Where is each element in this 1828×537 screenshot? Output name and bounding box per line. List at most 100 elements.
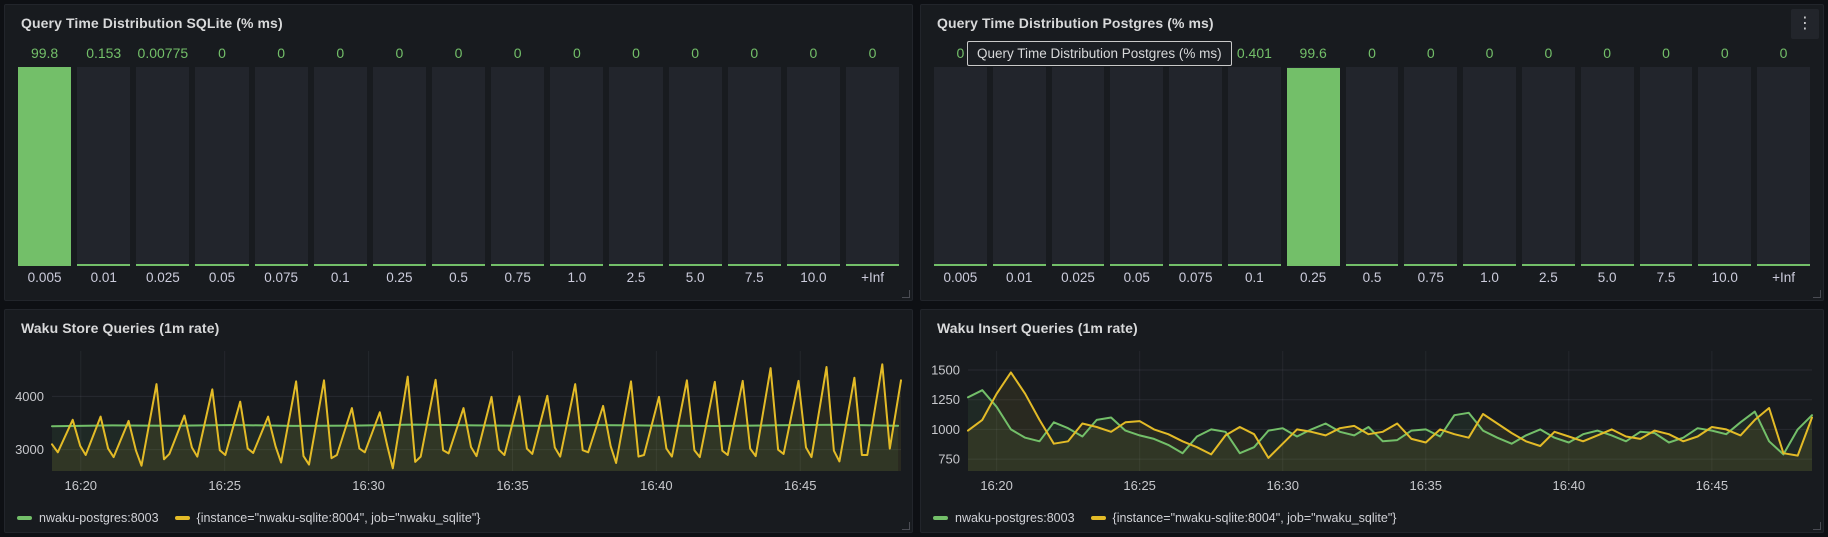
bar-chart: 99.8 0.005 0.153 0.01 0.00775 0.025 0 0.05 0 0.07…	[15, 43, 902, 288]
bar-value-label: 0	[1544, 45, 1553, 61]
panel-resize-handle[interactable]	[902, 522, 910, 530]
bar[interactable]	[1580, 67, 1634, 266]
x-axis-tick-label: 16:40	[640, 478, 673, 493]
x-axis-tick-label: 16:30	[352, 478, 385, 493]
bar-column: 0.401 0.1	[1225, 43, 1284, 288]
bar[interactable]	[668, 67, 722, 266]
bar-value-label: 0	[1368, 45, 1376, 61]
legend-label: {instance="nwaku-sqlite:8004", job="nwak…	[1112, 511, 1397, 525]
x-axis-tick-label: 16:25	[208, 478, 241, 493]
timeseries-plot[interactable]: 750 1000 1250 1500 16:20 16:25 16:30 16:35 16:40…	[922, 310, 1824, 532]
bar[interactable]	[727, 67, 781, 266]
bar-column: 0 0.5	[429, 43, 488, 288]
bar[interactable]	[77, 67, 131, 266]
legend-label: nwaku-postgres:8003	[39, 511, 159, 525]
bar-column: 99.6 0.25	[1284, 43, 1343, 288]
bar[interactable]	[934, 67, 987, 266]
bar-value-label: 0	[336, 45, 345, 61]
panel-title[interactable]: Waku Insert Queries (1m rate)	[937, 320, 1138, 336]
bucket-label: 0.025	[1061, 270, 1095, 285]
kebab-menu-icon[interactable]: ⋮	[1791, 9, 1819, 39]
bar-column: 99.8 0.005	[15, 43, 74, 288]
y-axis-tick-label: 4000	[15, 389, 44, 404]
legend-item[interactable]: nwaku-postgres:8003	[933, 511, 1075, 525]
bar[interactable]	[136, 67, 190, 266]
bar[interactable]	[1110, 67, 1164, 266]
bar[interactable]	[786, 67, 840, 266]
timeseries-plot[interactable]: 3000 4000 16:20 16:25 16:30 16:35 16:40 16:45	[6, 310, 913, 532]
y-axis-tick-label: 750	[938, 452, 960, 467]
panel-resize-handle[interactable]	[1813, 290, 1821, 298]
bar-column: 0.00775 0.025	[133, 43, 192, 288]
panel-title[interactable]: Query Time Distribution Postgres (% ms)	[937, 15, 1214, 31]
bar[interactable]	[1051, 67, 1105, 266]
bucket-label: 0.01	[90, 270, 117, 285]
y-axis-tick-label: 1250	[931, 392, 960, 407]
bar[interactable]	[1463, 67, 1516, 266]
bar-column: 0 5.0	[1578, 43, 1637, 288]
legend-swatch-icon	[1090, 516, 1106, 520]
legend-swatch-icon	[17, 516, 32, 520]
bar[interactable]	[992, 67, 1046, 266]
bucket-label: 0.075	[1178, 270, 1213, 285]
bar-column: 0 0.075	[252, 43, 311, 288]
legend-item[interactable]: nwaku-postgres:8003	[17, 511, 159, 525]
bar[interactable]	[431, 67, 486, 266]
x-axis-tick-label: 16:30	[1266, 478, 1299, 493]
bucket-label: 7.5	[1656, 270, 1676, 285]
bar[interactable]	[195, 67, 249, 266]
bucket-label: 0.005	[943, 270, 978, 285]
bar[interactable]	[18, 67, 72, 266]
bar-value-label: 0	[1426, 45, 1435, 61]
panel-title[interactable]: Query Time Distribution SQLite (% ms)	[21, 15, 283, 31]
bar[interactable]	[845, 67, 900, 266]
bar[interactable]	[372, 67, 426, 266]
bar[interactable]	[1757, 67, 1810, 266]
bar[interactable]	[1404, 67, 1458, 266]
bar[interactable]	[1169, 67, 1222, 266]
bar-column: 0 2.5	[606, 43, 665, 288]
bar-value-label: 0.00775	[137, 45, 189, 61]
legend-item[interactable]: {instance="nwaku-sqlite:8004", job="nwak…	[1090, 511, 1397, 525]
bar[interactable]	[1521, 67, 1575, 266]
bar[interactable]	[550, 67, 604, 266]
bar-column: 0 0.75	[1401, 43, 1460, 288]
bar-column: 0 5.0	[666, 43, 725, 288]
bar[interactable]	[1286, 67, 1340, 266]
bar[interactable]	[313, 67, 367, 266]
bar[interactable]	[254, 67, 308, 266]
bar[interactable]	[1698, 67, 1752, 266]
bar-column: 00.01	[990, 43, 1049, 288]
bucket-label: 0.05	[1123, 270, 1150, 285]
bar[interactable]	[609, 67, 663, 266]
bar[interactable]	[491, 67, 545, 266]
bucket-label: 0.5	[1362, 270, 1382, 285]
bucket-label: 0.1	[330, 270, 350, 285]
panel-resize-handle[interactable]	[1813, 522, 1821, 530]
bucket-label: 0.025	[145, 270, 180, 285]
legend-item[interactable]: {instance="nwaku-sqlite:8004", job="nwak…	[174, 511, 481, 525]
y-axis-tick-label: 1500	[931, 363, 960, 378]
bar-value-label: 0.153	[86, 45, 122, 61]
legend-label: {instance="nwaku-sqlite:8004", job="nwak…	[196, 511, 481, 525]
x-axis-tick-label: 16:35	[1409, 478, 1442, 493]
bar-value-label: 0	[572, 45, 581, 61]
x-axis-tick-label: 16:35	[496, 478, 529, 493]
x-axis-tick-label: 16:45	[1696, 478, 1729, 493]
bar-column: 0 1.0	[1460, 43, 1519, 288]
bar[interactable]	[1227, 67, 1281, 266]
bar-column: 0 2.5	[1519, 43, 1578, 288]
bucket-label: 1.0	[1480, 270, 1499, 285]
bucket-label: 0.25	[1300, 270, 1327, 285]
bar-value-label: 0	[1603, 45, 1612, 61]
bar-column: 0 1.0	[547, 43, 606, 288]
bar[interactable]	[1345, 67, 1399, 266]
panel-title[interactable]: Waku Store Queries (1m rate)	[21, 320, 220, 336]
bar-value-label: 99.8	[30, 45, 59, 61]
bar-column: 0 7.5	[725, 43, 784, 288]
panel-resize-handle[interactable]	[902, 290, 910, 298]
bar[interactable]	[1639, 67, 1693, 266]
bar-value-label: 0	[1720, 45, 1729, 61]
bar-column: 0.153 0.01	[74, 43, 133, 288]
bar-value-label: 0	[1662, 45, 1670, 61]
